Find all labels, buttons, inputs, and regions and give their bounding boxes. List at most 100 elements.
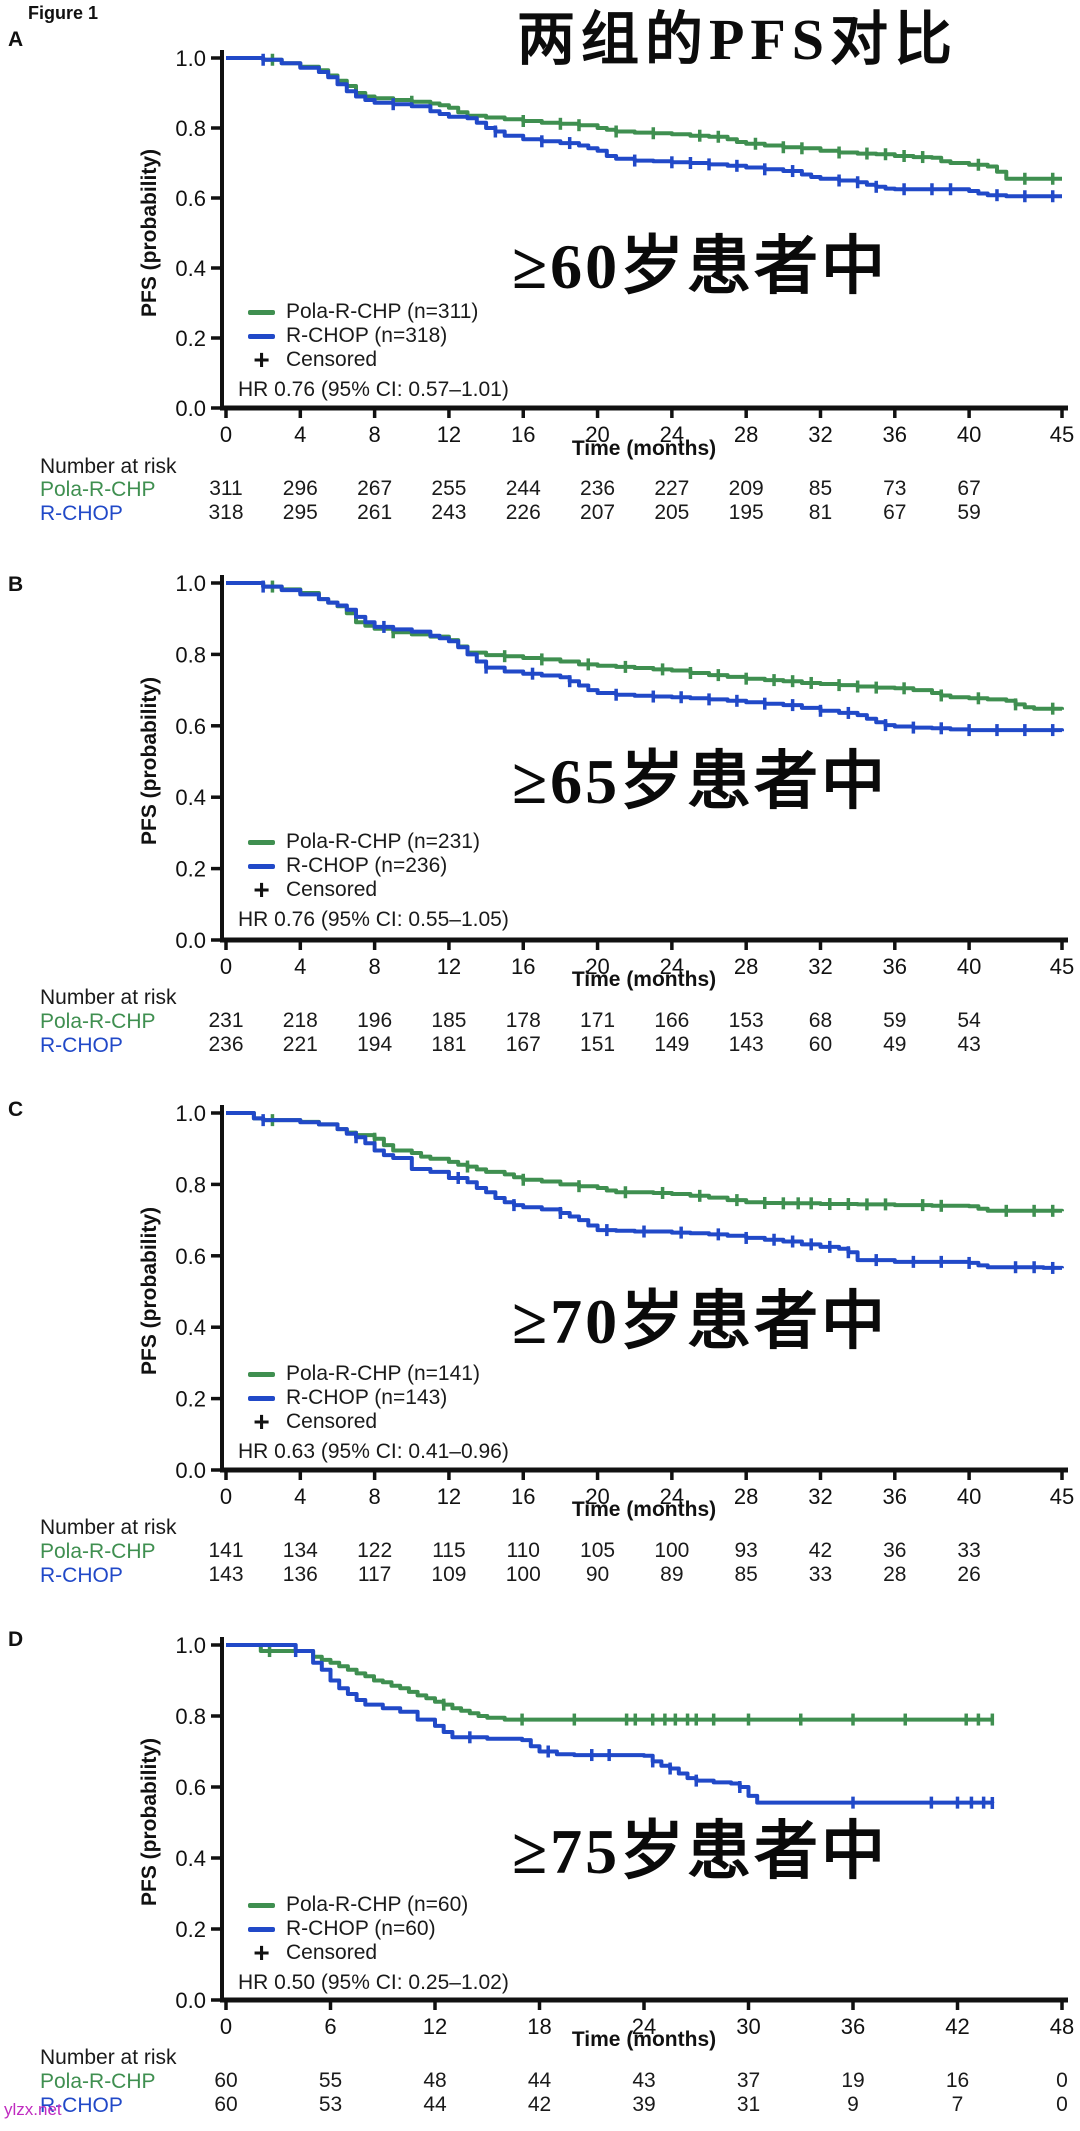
risk-value: 311 — [209, 477, 242, 500]
legend-item-censored: + Censored — [248, 346, 509, 374]
x-tick-label: 45 — [1050, 422, 1074, 447]
panel-d-legend: Pola-R-CHP (n=60) R-CHOP (n=60) + Censor… — [238, 1893, 509, 1995]
legend-pola-label: Pola-R-CHP (n=141) — [286, 1362, 480, 1385]
panel-a-legend: Pola-R-CHP (n=311) R-CHOP (n=318) + Cens… — [238, 300, 509, 402]
risk-value: 194 — [357, 1033, 392, 1056]
risk-value: 89 — [660, 1563, 683, 1586]
legend-item-rchop: R-CHOP (n=143) — [248, 1386, 509, 1410]
y-tick-label: 1.0 — [175, 1633, 206, 1658]
panel-d-letter: D — [8, 1628, 24, 1651]
risk-value: 122 — [357, 1539, 392, 1562]
y-axis-label: PFS (probability) — [138, 149, 161, 317]
x-axis-label: Time (months) — [571, 968, 717, 991]
main-title-overlay: 两组的PFS对比 — [516, 7, 959, 72]
risk-row-pola-label: Pola-R-CHP — [40, 2070, 156, 2093]
x-tick-label: 42 — [945, 2014, 969, 2039]
risk-value: 226 — [506, 501, 541, 524]
panel-b-legend: Pola-R-CHP (n=231) R-CHOP (n=236) + Cens… — [238, 830, 509, 932]
risk-value: 54 — [957, 1009, 981, 1032]
legend-censored-label: Censored — [286, 1941, 378, 1964]
risk-values: 60 55 48 44 43 37 19 16 060 53 44 42 39 31 9 7 0 — [214, 2069, 1068, 2116]
risk-value: 261 — [357, 501, 392, 524]
legend-rchop-label: R-CHOP (n=60) — [286, 1917, 436, 1940]
legend-item-rchop: R-CHOP (n=318) — [248, 324, 509, 348]
risk-value: 109 — [431, 1563, 466, 1586]
km-chart-a: 1.0 0.8 0.6 0.4 0.2 0.0 0 4 8 12 16 20 24 28 32 36 40 45 3… — [175, 46, 1074, 524]
risk-value: 221 — [283, 1033, 318, 1056]
figure-label: Figure 1 — [28, 3, 99, 23]
risk-table-header: Number at risk — [40, 455, 177, 478]
pola-r-chp-curve — [226, 581, 1064, 711]
rchop-line-swatch-icon — [248, 863, 275, 869]
risk-value: 151 — [580, 1033, 615, 1056]
pola-r-chp-curve — [226, 56, 1062, 181]
risk-value: 0 — [1056, 2093, 1068, 2116]
x-tick-label: 4 — [294, 422, 306, 447]
risk-row-rchop-label: R-CHOP — [40, 1564, 123, 1587]
risk-value: 153 — [729, 1009, 764, 1032]
x-tick-label: 16 — [511, 954, 535, 979]
y-tick-label: 0.2 — [175, 1917, 206, 1942]
risk-value: 136 — [283, 1563, 318, 1586]
legend-rchop-label: R-CHOP (n=318) — [286, 324, 448, 347]
risk-row-pola-label: Pola-R-CHP — [40, 478, 156, 501]
risk-value: 33 — [809, 1563, 832, 1586]
pola-r-chp-curve — [226, 1111, 1064, 1213]
y-tick-label: 0.4 — [175, 256, 206, 281]
risk-table-header: Number at risk — [40, 986, 177, 1009]
censored-plus-icon: + — [253, 1937, 270, 1968]
risk-value: 26 — [957, 1563, 980, 1586]
x-tick-label: 45 — [1050, 954, 1074, 979]
risk-value: 117 — [358, 1563, 391, 1586]
x-tick-label: 0 — [220, 422, 232, 447]
panel-a: 1.0 0.8 0.6 0.4 0.2 0.0 0 4 8 12 16 20 24 28 32 36 40 45 3… — [0, 28, 1080, 545]
risk-value: 59 — [883, 1009, 906, 1032]
x-tick-label: 36 — [883, 422, 907, 447]
x-axis-label: Time (months) — [571, 2028, 717, 2051]
risk-value: 37 — [737, 2069, 760, 2092]
legend-item-pola: Pola-R-CHP (n=141) — [248, 1362, 509, 1386]
y-tick-label: 0.6 — [175, 186, 206, 211]
risk-value: 67 — [883, 501, 906, 524]
y-tick-label: 0.6 — [175, 1775, 206, 1800]
risk-value: 167 — [506, 1033, 541, 1056]
risk-value: 44 — [423, 2093, 447, 2116]
risk-value: 295 — [283, 501, 318, 524]
x-tick-label: 28 — [734, 422, 758, 447]
y-tick-label: 0.2 — [175, 1387, 206, 1412]
hazard-ratio-text: HR 0.63 (95% CI: 0.41–0.96) — [238, 1440, 509, 1463]
x-tick-label: 20 — [585, 1484, 609, 1509]
panel-b-overlay-text: ≥65岁患者中 — [511, 746, 889, 817]
x-tick-label: 16 — [511, 1484, 535, 1509]
risk-values: 231 218 196 185 178 171 166 153 68 59 54 236 221 194 1… — [208, 1009, 981, 1056]
legend-item-pola: Pola-R-CHP (n=311) — [248, 300, 509, 324]
risk-value: 42 — [528, 2093, 551, 2116]
y-axis-label: PFS (probability) — [138, 677, 161, 845]
risk-value: 100 — [506, 1563, 541, 1586]
y-axis-label: PFS (probability) — [138, 1738, 161, 1906]
risk-value: 43 — [632, 2069, 655, 2092]
x-tick-label: 24 — [660, 1484, 684, 1509]
km-chart-c: 1.0 0.8 0.6 0.4 0.2 0.0 0 4 8 12 16 20 24 28 32 36 40 45 1… — [175, 1101, 1074, 1586]
r-chop-curve — [226, 1643, 995, 1805]
panel-b-letter: B — [8, 573, 24, 596]
legend-rchop-label: R-CHOP (n=236) — [286, 854, 448, 877]
rchop-censor-marks — [293, 1645, 995, 1809]
risk-value: 53 — [319, 2093, 342, 2116]
risk-value: 67 — [957, 477, 980, 500]
panel-c-letter: C — [8, 1098, 24, 1121]
risk-value: 44 — [528, 2069, 552, 2092]
risk-value: 85 — [809, 477, 832, 500]
x-tick-label: 4 — [294, 1484, 306, 1509]
risk-value: 243 — [431, 501, 466, 524]
censored-plus-icon: + — [253, 874, 270, 905]
risk-value: 28 — [883, 1563, 906, 1586]
pola-line-swatch-icon — [248, 1902, 275, 1908]
risk-value: 227 — [654, 477, 689, 500]
watermark: ylzx.net — [4, 2100, 62, 2119]
y-tick-label: 0.6 — [175, 714, 206, 739]
x-tick-label: 28 — [734, 1484, 758, 1509]
r-chop-curve — [226, 56, 1062, 199]
legend-item-censored: + Censored — [248, 1408, 509, 1436]
risk-value: 166 — [654, 1009, 689, 1032]
